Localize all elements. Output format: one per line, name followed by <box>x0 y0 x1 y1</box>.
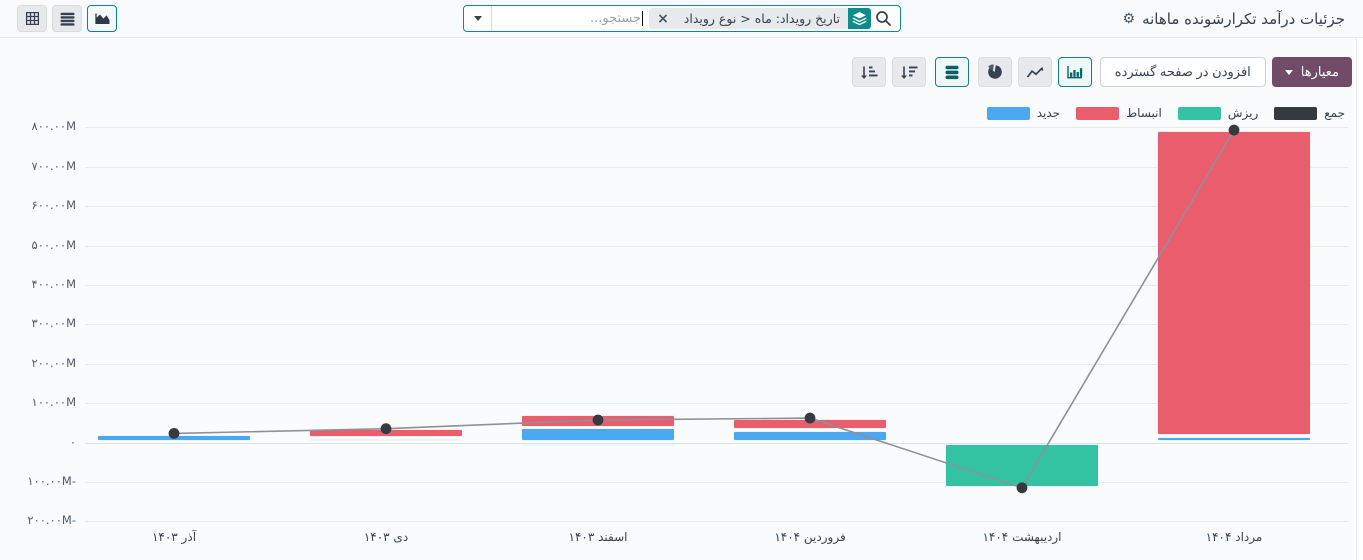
search-input[interactable]: جستجو... <box>493 6 644 31</box>
y-axis-tick-label: ۱۰۰.۰۰M <box>31 395 76 410</box>
legend-item[interactable]: جمع <box>1274 106 1345 120</box>
caret-down-icon <box>473 16 482 21</box>
x-axis-tick-label: مرداد ۱۴۰۴ <box>1205 530 1263 544</box>
scrollbar-track[interactable] <box>1356 38 1363 560</box>
sort-ascending-button[interactable] <box>851 57 886 87</box>
x-axis-tick-label: اردیبهشت ۱۴۰۴ <box>982 530 1062 544</box>
legend-item[interactable]: انبساط <box>1076 106 1162 120</box>
legend-swatch <box>986 106 1030 120</box>
pivot-view-button[interactable] <box>17 5 47 32</box>
bar-segment-جدید[interactable] <box>733 430 887 442</box>
measures-button[interactable]: معیارها <box>1271 57 1352 87</box>
legend-item[interactable]: ریزش <box>1177 106 1259 120</box>
line-chart-button[interactable] <box>1017 57 1052 87</box>
bar-segment-جدید[interactable] <box>1157 436 1311 442</box>
insert-in-spreadsheet-button[interactable]: افزودن در صفحه گسترده <box>1099 57 1266 87</box>
gridline <box>85 481 1348 483</box>
legend-label: انبساط <box>1126 106 1162 120</box>
pivot-table-icon <box>25 11 39 26</box>
bar-segment-جدید[interactable] <box>521 428 675 442</box>
search-icon[interactable] <box>871 10 900 27</box>
bar-segment-ریزش[interactable] <box>945 443 1099 487</box>
bar-chart-button[interactable] <box>1057 57 1092 87</box>
bar-chart-icon <box>1067 66 1083 79</box>
search-facet-label: تاریخ رویداد: ماه ‎>‎ نوع رویداد <box>683 11 840 26</box>
y-axis-tick-label: ۰ <box>69 434 76 449</box>
pie-chart-icon <box>987 64 1002 79</box>
layers-icon <box>848 8 871 29</box>
y-axis-tick-label: ۶۰۰.۰۰M <box>31 198 76 213</box>
line-chart-icon <box>1026 66 1043 78</box>
sort-descending-button[interactable] <box>891 57 926 87</box>
legend-item[interactable]: جدید <box>986 106 1061 120</box>
list-icon <box>60 12 74 26</box>
graph-toolbar: معیارها افزودن در صفحه گسترده <box>851 57 1352 87</box>
sort-amount-desc-icon <box>900 66 918 79</box>
bar-segment-جدید[interactable] <box>309 438 463 442</box>
view-switcher <box>17 5 117 32</box>
gridline <box>85 442 1348 444</box>
page-title: جزئیات درآمد تکرارشونده ماهانه <box>1142 9 1345 28</box>
search-bar: تاریخ رویداد: ماه ‎>‎ نوع رویداد × جستجو… <box>463 5 901 32</box>
y-axis-tick-label: ۴۰۰.۰۰M <box>31 276 76 291</box>
caret-down-icon <box>1284 69 1293 75</box>
close-icon[interactable]: × <box>657 10 669 27</box>
gridline <box>85 127 1348 129</box>
legend-swatch <box>1076 106 1120 120</box>
area-chart-icon <box>94 13 109 24</box>
bar-segment-ریزش[interactable] <box>521 443 675 447</box>
bar-segment-انبساط[interactable] <box>309 429 463 438</box>
y-axis-tick-label: ۳۰۰.۰۰M <box>31 316 76 331</box>
y-axis-tick-label: ۱۰۰.۰۰M- <box>27 473 76 488</box>
x-axis-tick-label: دی ۱۴۰۳ <box>363 530 409 544</box>
sort-amount-asc-icon <box>860 66 878 79</box>
list-view-button[interactable] <box>52 5 82 32</box>
legend-swatch <box>1274 106 1318 120</box>
y-axis-tick-label: ۲۰۰.۰۰M- <box>27 513 76 528</box>
bar-segment-انبساط[interactable] <box>733 418 887 430</box>
legend-swatch <box>1177 106 1221 120</box>
bar-segment-انبساط[interactable] <box>521 414 675 428</box>
search-options-toggle[interactable] <box>464 6 492 31</box>
y-axis-tick-label: ۲۰۰.۰۰M <box>31 355 76 370</box>
search-placeholder: جستجو... <box>590 11 642 26</box>
search-facet[interactable]: تاریخ رویداد: ماه ‎>‎ نوع رویداد × <box>649 8 871 29</box>
pie-chart-button[interactable] <box>977 57 1012 87</box>
stack-icon <box>945 65 959 79</box>
legend-label: جدید <box>1036 106 1061 120</box>
bar-segment-جدید[interactable] <box>97 434 251 442</box>
bar-segment-انبساط[interactable] <box>1157 131 1311 436</box>
x-axis-tick-label: اسفند ۱۴۰۳ <box>568 530 628 544</box>
legend-label: ریزش <box>1227 106 1259 120</box>
page-title-block: جزئیات درآمد تکرارشونده ماهانه ⚙ <box>1123 0 1345 37</box>
top-bar: جزئیات درآمد تکرارشونده ماهانه ⚙ تاریخ ر… <box>0 0 1363 38</box>
y-axis-tick-label: ۵۰۰.۰۰M <box>31 237 76 252</box>
y-axis-tick-label: ۸۰۰.۰۰M <box>31 119 76 134</box>
legend-label: جمع <box>1324 106 1345 120</box>
text-cursor <box>642 11 644 26</box>
x-axis-tick-label: آذر ۱۴۰۳ <box>151 530 197 544</box>
stacked-toggle-button[interactable] <box>934 57 969 87</box>
x-axis-tick-label: فروردین ۱۴۰۴ <box>774 530 846 544</box>
chart-legend: جمع ریزش انبساط جدید <box>986 106 1345 120</box>
gridline <box>85 521 1348 523</box>
y-axis-tick-label: ۷۰۰.۰۰M <box>31 158 76 173</box>
gear-icon[interactable]: ⚙ <box>1122 10 1136 27</box>
graph-view-button[interactable] <box>87 5 117 32</box>
